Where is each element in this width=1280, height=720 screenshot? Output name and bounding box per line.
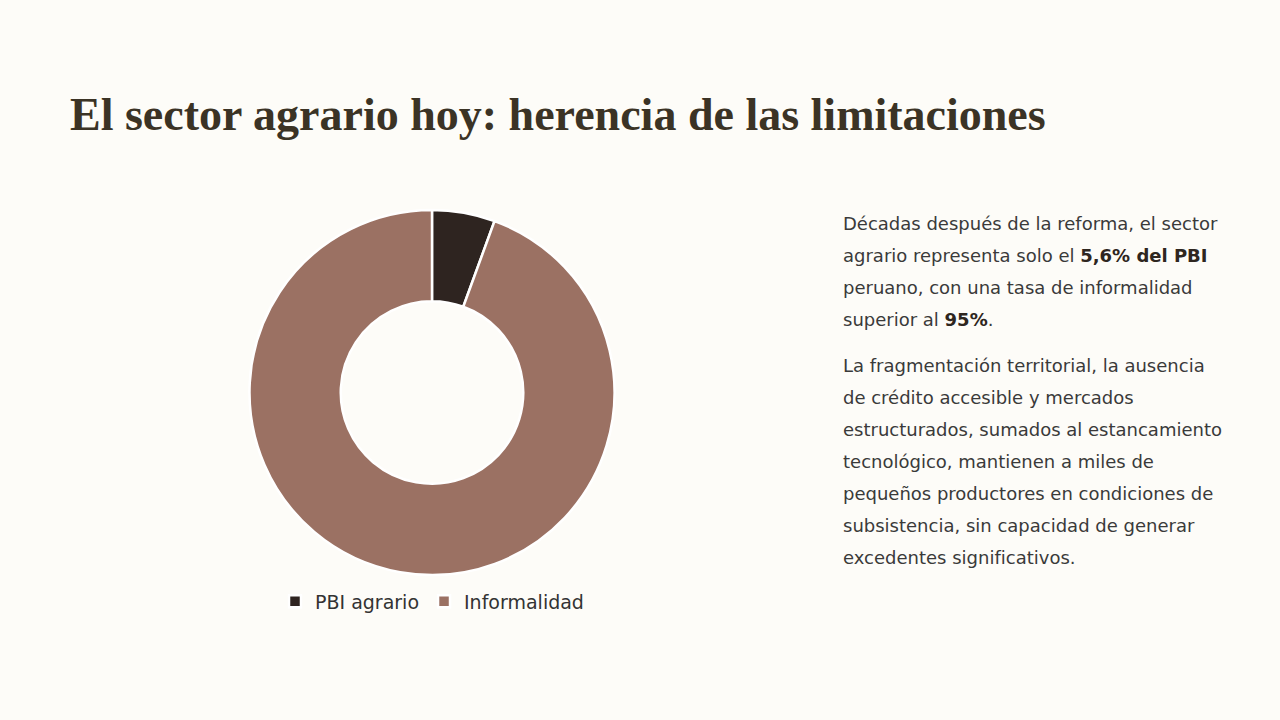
html-text:peruano, con una tasa de infor: peruano, con una tasa de informalidad su…	[843, 277, 1193, 330]
html-text:Décadas después de la reforma,: Décadas después de la reforma, el sector…	[843, 213, 1218, 266]
svg-text:Informalidad: Informalidad	[464, 591, 584, 613]
html-text:La fragmentación territorial,: La fragmentación territorial, la ausenci…	[843, 355, 1222, 568]
html-text:El sector agrario hoy: herenci: El sector agrario hoy: herencia de las l…	[70, 89, 1046, 140]
svg-text:PBI agrario: PBI agrario	[315, 591, 419, 613]
